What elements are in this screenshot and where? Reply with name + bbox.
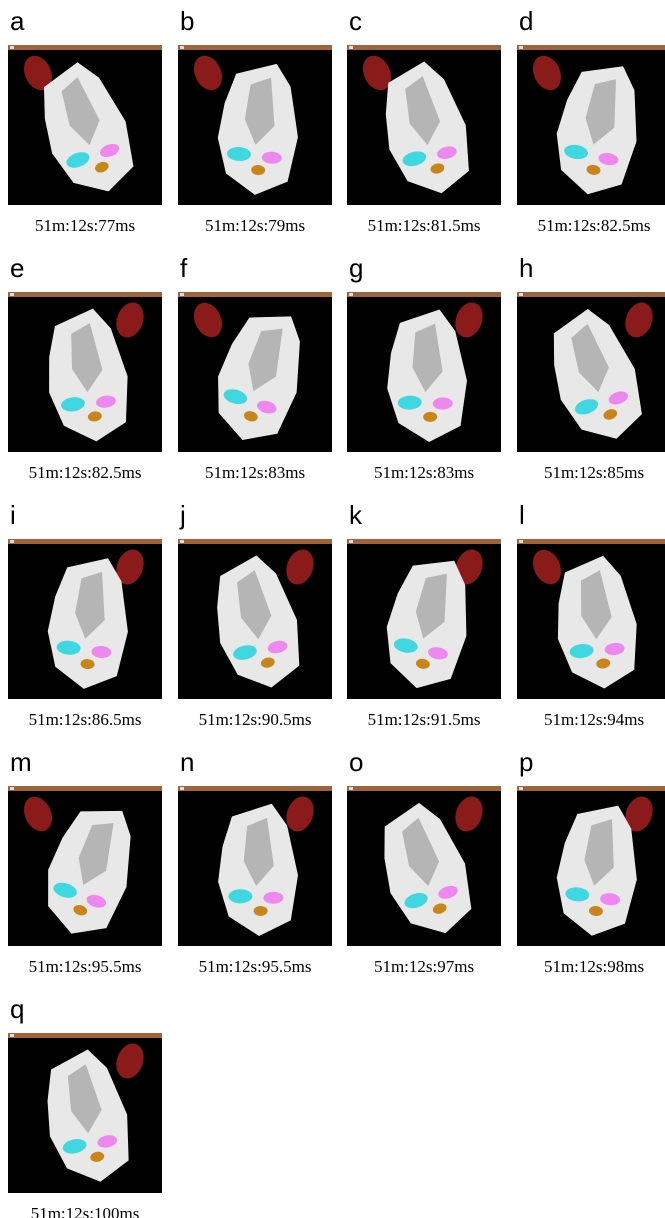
panel-label: l	[519, 500, 525, 530]
panel-caption: 51m:12s:85ms	[509, 463, 665, 483]
panel-caption: 51m:12s:79ms	[170, 216, 340, 236]
panel-caption: 51m:12s:98ms	[509, 957, 665, 977]
panel-label: i	[10, 500, 16, 530]
panel-label: d	[519, 6, 533, 36]
panel-caption: 51m:12s:97ms	[339, 957, 509, 977]
figure: a 51m:12s:77ms b 51m:12s:79ms c 51m:12s:81.5m…	[0, 0, 665, 1218]
panel-label: f	[180, 253, 187, 283]
panel-label: c	[349, 6, 362, 36]
panel-label: b	[180, 6, 194, 36]
panel-label: k	[349, 500, 362, 530]
screenshot	[517, 292, 665, 452]
screenshot	[178, 292, 332, 452]
screenshot	[178, 539, 332, 699]
panel-label: j	[180, 500, 186, 530]
panel-caption: 51m:12s:81.5ms	[339, 216, 509, 236]
screenshot	[347, 45, 501, 205]
screenshot	[8, 1033, 162, 1193]
screenshot	[347, 292, 501, 452]
screenshot	[8, 45, 162, 205]
panel-caption: 51m:12s:94ms	[509, 710, 665, 730]
panel-caption: 51m:12s:82.5ms	[509, 216, 665, 236]
panel-label: o	[349, 747, 363, 777]
panel-label: n	[180, 747, 194, 777]
panel-caption: 51m:12s:90.5ms	[170, 710, 340, 730]
panel-caption: 51m:12s:77ms	[0, 216, 170, 236]
panel-caption: 51m:12s:95.5ms	[0, 957, 170, 977]
screenshot	[8, 539, 162, 699]
panel-caption: 51m:12s:95.5ms	[170, 957, 340, 977]
screenshot	[347, 786, 501, 946]
panel-label: a	[10, 6, 24, 36]
screenshot	[517, 45, 665, 205]
screenshot	[517, 786, 665, 946]
panel-label: p	[519, 747, 533, 777]
screenshot	[8, 292, 162, 452]
panel-caption: 51m:12s:100ms	[0, 1204, 170, 1218]
screenshot	[517, 539, 665, 699]
panel-caption: 51m:12s:83ms	[339, 463, 509, 483]
screenshot	[178, 786, 332, 946]
panel-caption: 51m:12s:83ms	[170, 463, 340, 483]
panel-label: h	[519, 253, 533, 283]
panel-label: m	[10, 747, 32, 777]
panel-caption: 51m:12s:82.5ms	[0, 463, 170, 483]
panel-caption: 51m:12s:86.5ms	[0, 710, 170, 730]
panel-label: q	[10, 994, 24, 1024]
screenshot	[8, 786, 162, 946]
screenshot	[347, 539, 501, 699]
screenshot	[178, 45, 332, 205]
panel-label: e	[10, 253, 24, 283]
panel-label: g	[349, 253, 363, 283]
panel-caption: 51m:12s:91.5ms	[339, 710, 509, 730]
